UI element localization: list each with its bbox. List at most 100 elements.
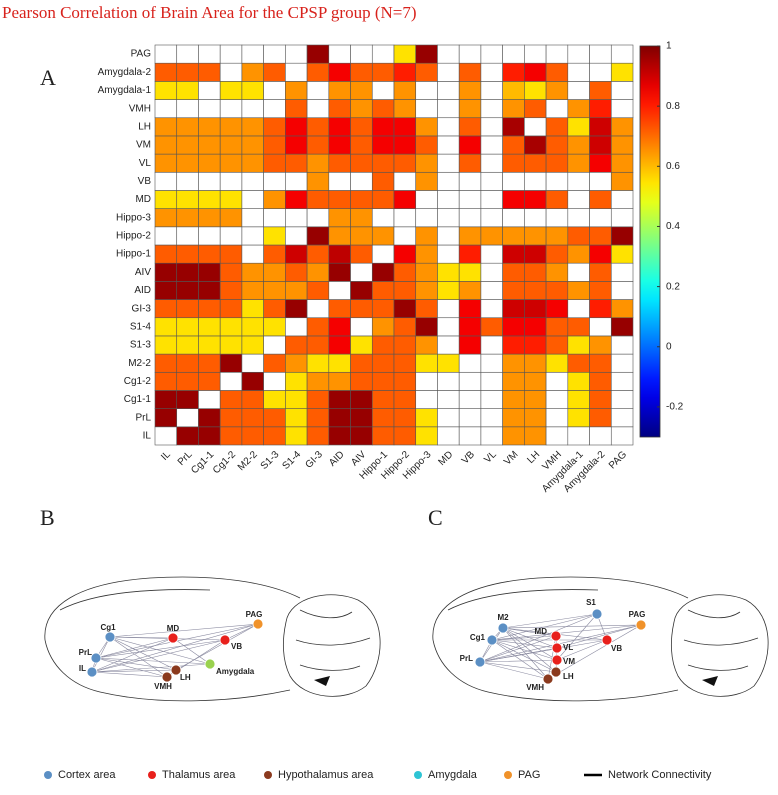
cell [219, 317, 243, 337]
cell [328, 335, 351, 355]
cell [198, 371, 221, 391]
cell [610, 171, 634, 191]
empty-cell [437, 390, 460, 409]
connection [109, 636, 226, 641]
cell [176, 117, 199, 137]
cell [263, 153, 286, 173]
empty-cell [263, 171, 286, 191]
connection [109, 636, 177, 671]
cell [567, 244, 590, 264]
node-label: VL [563, 643, 573, 652]
cell [154, 281, 178, 300]
cell [263, 244, 286, 264]
empty-cell [480, 81, 503, 100]
cell [285, 299, 308, 319]
legend-marker [504, 771, 512, 779]
connection [479, 639, 608, 663]
cell [198, 317, 221, 337]
node-label: IL [79, 664, 86, 673]
cell [176, 317, 199, 337]
empty-cell [610, 371, 634, 391]
cell [328, 135, 351, 155]
y-tick-label: Hippo-3 [116, 212, 151, 223]
cell [371, 353, 395, 373]
empty-cell [198, 171, 221, 191]
cell [415, 262, 438, 282]
cell [241, 317, 264, 337]
cell [328, 353, 351, 373]
cell [198, 135, 221, 155]
empty-cell [263, 208, 286, 228]
cell [524, 281, 547, 300]
cell [241, 135, 264, 155]
cell [154, 390, 178, 409]
cell [154, 208, 178, 228]
cell [545, 353, 569, 373]
cell [610, 153, 634, 173]
empty-cell [393, 226, 417, 246]
cell [154, 81, 178, 100]
cell [263, 190, 286, 209]
brain-node [550, 666, 562, 678]
empty-cell [415, 208, 438, 228]
cell [545, 317, 569, 337]
cell [241, 117, 264, 137]
empty-cell [263, 44, 286, 64]
empty-cell [285, 317, 308, 337]
legend: Cortex area Thalamus area Hypothalamus are… [44, 769, 712, 781]
cell [219, 244, 243, 264]
cell [285, 244, 308, 264]
cell [415, 317, 438, 337]
node-label: PAG [246, 610, 263, 619]
cell [154, 371, 178, 391]
cell [263, 281, 286, 300]
cell [524, 226, 547, 246]
cell [502, 135, 525, 155]
empty-cell [589, 426, 612, 446]
empty-cell [589, 62, 612, 82]
empty-cell [437, 117, 460, 137]
cell [328, 81, 351, 100]
cell [567, 353, 590, 373]
cell [219, 299, 243, 319]
cell [328, 371, 351, 391]
cell [545, 135, 569, 155]
cell [198, 62, 221, 82]
cell [241, 153, 264, 173]
empty-cell [480, 262, 503, 282]
empty-cell [371, 44, 395, 64]
cell [524, 153, 547, 173]
empty-cell [350, 262, 373, 282]
cell [154, 135, 178, 155]
empty-cell [437, 426, 460, 446]
cell [502, 244, 525, 264]
cell [350, 62, 373, 82]
cell [589, 353, 612, 373]
brain-node [167, 632, 179, 644]
cell [219, 117, 243, 137]
cell [415, 135, 438, 155]
connection [91, 636, 111, 673]
cell [350, 81, 373, 100]
empty-cell [198, 99, 221, 119]
empty-cell [589, 208, 612, 228]
empty-cell [285, 226, 308, 246]
empty-cell [610, 281, 634, 300]
connection [172, 637, 211, 665]
empty-cell [589, 171, 612, 191]
empty-cell [198, 390, 221, 409]
empty-cell [545, 390, 569, 409]
x-tick-label: VB [460, 449, 477, 466]
cell [371, 99, 395, 119]
cell [263, 299, 286, 319]
empty-cell [154, 226, 178, 246]
cell [393, 390, 417, 409]
legend-marker [44, 771, 52, 779]
cell [393, 426, 417, 446]
empty-cell [219, 99, 243, 119]
x-tick-label: S1-3 [259, 449, 282, 472]
empty-cell [480, 171, 503, 191]
cell [589, 335, 612, 355]
cell [198, 281, 221, 300]
cell [285, 135, 308, 155]
